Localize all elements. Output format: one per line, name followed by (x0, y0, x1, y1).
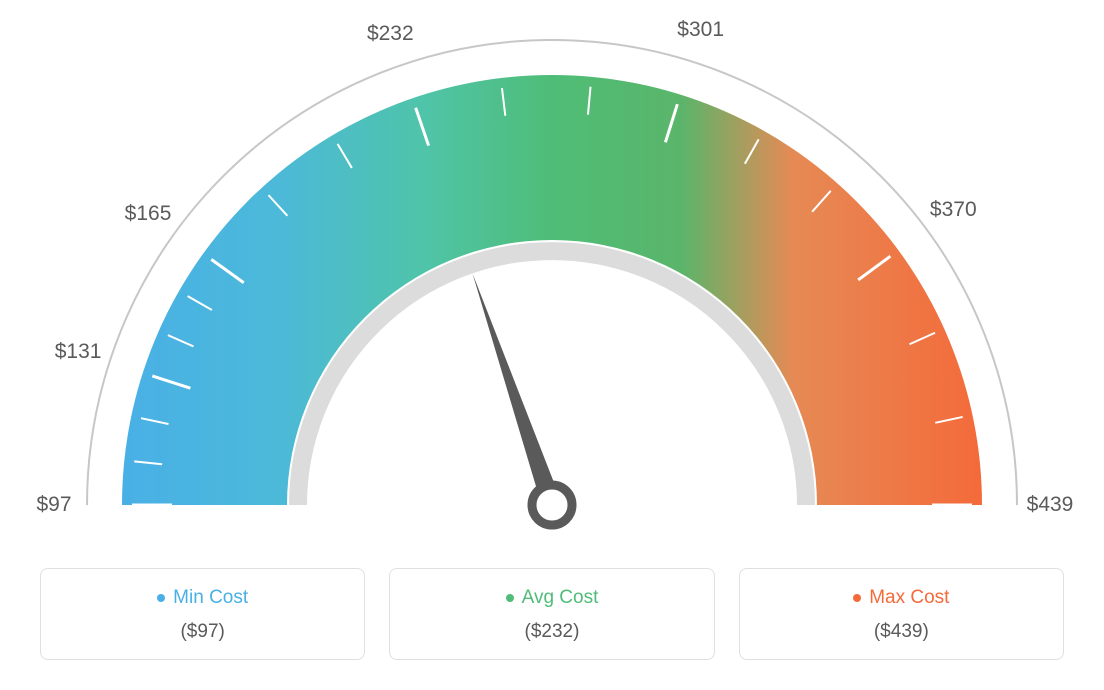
gauge-tick-label: $232 (367, 22, 414, 46)
legend-value-min: ($97) (51, 621, 354, 643)
legend-card-max: Max Cost ($439) (739, 568, 1064, 660)
legend-title-min: Min Cost (157, 587, 248, 609)
legend-dot-avg (506, 594, 514, 602)
legend-card-avg: Avg Cost ($232) (389, 568, 714, 660)
legend-title-min-text: Min Cost (173, 587, 248, 609)
legend-dot-min (157, 594, 165, 602)
legend-row: Min Cost ($97) Avg Cost ($232) Max Cost … (40, 568, 1064, 660)
gauge-svg (0, 0, 1104, 560)
cost-gauge-container: $97 $131 $165 $232 $301 $370 $439 Min Cost ($9… (0, 0, 1104, 690)
legend-card-min: Min Cost ($97) (40, 568, 365, 660)
legend-title-avg: Avg Cost (506, 587, 599, 609)
gauge-tick-label: $165 (125, 202, 172, 226)
legend-value-avg: ($232) (400, 621, 703, 643)
gauge-tick-label: $370 (930, 198, 977, 222)
legend-title-max-text: Max Cost (869, 587, 949, 609)
gauge-tick-label: $131 (55, 340, 102, 364)
gauge-tick-label: $97 (36, 493, 71, 517)
gauge-tick-label: $301 (677, 18, 724, 42)
legend-title-max: Max Cost (853, 587, 949, 609)
legend-title-avg-text: Avg Cost (522, 587, 599, 609)
legend-dot-max (853, 594, 861, 602)
gauge-tick-label: $439 (1027, 493, 1074, 517)
gauge-area: $97 $131 $165 $232 $301 $370 $439 (0, 0, 1104, 560)
legend-value-max: ($439) (750, 621, 1053, 643)
